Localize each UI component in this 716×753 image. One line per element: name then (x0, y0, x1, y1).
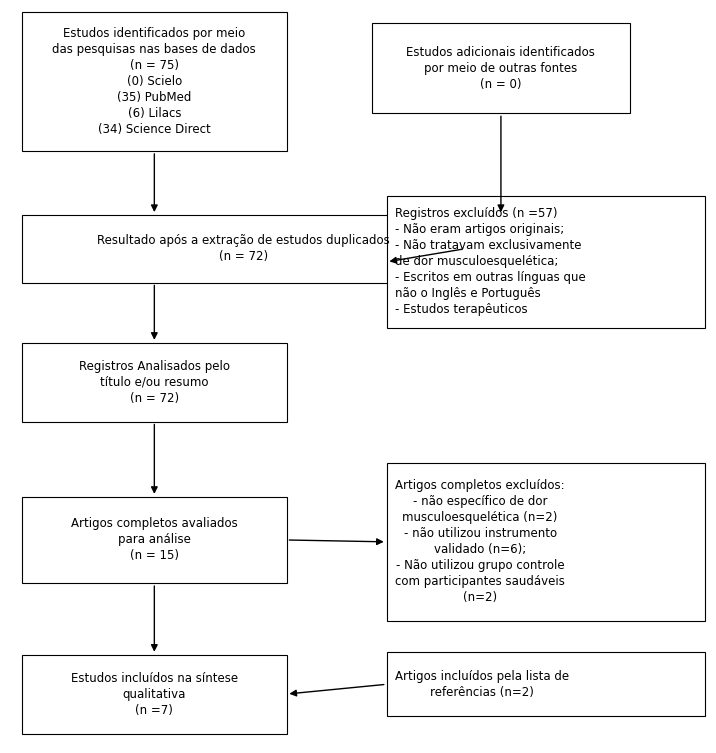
Text: Estudos identificados por meio
das pesquisas nas bases de dados
(n = 75)
(0) Sci: Estudos identificados por meio das pesqu… (52, 27, 256, 136)
Text: Artigos incluídos pela lista de
referências (n=2): Artigos incluídos pela lista de referênc… (395, 669, 569, 699)
FancyBboxPatch shape (22, 12, 286, 151)
Text: Estudos incluídos na síntese
qualitativa
(n =7): Estudos incluídos na síntese qualitativa… (71, 672, 238, 717)
FancyBboxPatch shape (372, 23, 629, 114)
FancyBboxPatch shape (387, 652, 705, 716)
FancyBboxPatch shape (22, 215, 465, 282)
FancyBboxPatch shape (387, 463, 705, 620)
FancyBboxPatch shape (387, 196, 705, 328)
FancyBboxPatch shape (22, 654, 286, 733)
Text: Registros Analisados pelo
título e/ou resumo
(n = 72): Registros Analisados pelo título e/ou re… (79, 360, 230, 404)
Text: Artigos completos excluídos:
- não específico de dor
musculoesquelética (n=2)
- : Artigos completos excluídos: - não espec… (395, 480, 565, 605)
Text: Resultado após a extração de estudos duplicados
(n = 72): Resultado após a extração de estudos dup… (97, 234, 390, 264)
Text: Estudos adicionais identificados
por meio de outras fontes
(n = 0): Estudos adicionais identificados por mei… (407, 46, 596, 91)
Text: Registros excluídos (n =57)
- Não eram artigos originais;
- Não tratavam exclusi: Registros excluídos (n =57) - Não eram a… (395, 207, 586, 316)
FancyBboxPatch shape (22, 343, 286, 422)
Text: Artigos completos avaliados
para análise
(n = 15): Artigos completos avaliados para análise… (71, 517, 238, 562)
FancyBboxPatch shape (22, 497, 286, 583)
